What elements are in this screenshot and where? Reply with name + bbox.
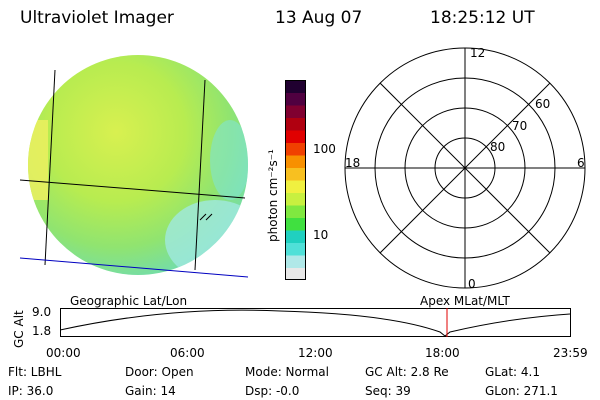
colorbar-segment bbox=[286, 267, 306, 280]
nightside-patch bbox=[165, 200, 248, 275]
dayside-limb-glow bbox=[28, 120, 48, 200]
longitude-line-west bbox=[44, 69, 56, 266]
mlat-label-80: 80 bbox=[490, 140, 506, 154]
altitude-ymax: 9.0 bbox=[32, 305, 52, 319]
polar-plot bbox=[344, 47, 586, 289]
colorbar-segment bbox=[286, 205, 306, 218]
polar-diagonal-2 bbox=[379, 82, 551, 254]
info-glat: GLat: 4.1 bbox=[485, 365, 540, 379]
colorbar-tick-10: 10 bbox=[313, 228, 329, 242]
altitude-curve bbox=[60, 309, 571, 337]
info-dsp: Dsp: -0.0 bbox=[245, 384, 300, 398]
mlt-label-0: 0 bbox=[468, 277, 476, 291]
altitude-ylabel: GC Alt bbox=[12, 310, 26, 348]
colorbar-segment bbox=[286, 142, 306, 156]
colorbar-segment bbox=[286, 130, 306, 143]
colorbar-segment bbox=[286, 105, 306, 118]
info-filter: Flt: LBHL bbox=[8, 365, 62, 379]
colorbar-segment bbox=[286, 242, 306, 256]
colorbar-label: photon cm⁻²s⁻¹ bbox=[266, 149, 280, 242]
info-seq: Seq: 39 bbox=[365, 384, 411, 398]
limb-patch bbox=[210, 120, 248, 200]
terminator-line bbox=[19, 257, 249, 278]
image-time: 18:25:12 UT bbox=[430, 8, 535, 28]
longitude-line-east bbox=[194, 79, 206, 271]
image-date: 13 Aug 07 bbox=[275, 8, 363, 28]
mlt-label-6: 6 bbox=[577, 156, 585, 170]
xtick-1800: 18:00 bbox=[425, 346, 460, 360]
apex-label: Apex MLat/MLT bbox=[420, 294, 510, 308]
colorbar-frame bbox=[285, 80, 306, 280]
colorbar-segment bbox=[286, 80, 306, 93]
altitude-chart bbox=[60, 308, 571, 337]
colorbar bbox=[285, 80, 306, 280]
geographic-label: Geographic Lat/Lon bbox=[70, 294, 188, 308]
altitude-chart-frame bbox=[60, 308, 571, 337]
info-mode: Mode: Normal bbox=[245, 365, 329, 379]
mlat-label-60: 60 bbox=[535, 97, 551, 111]
colorbar-segment bbox=[286, 167, 306, 181]
colorbar-segment bbox=[286, 117, 306, 131]
xtick-2359: 23:59 bbox=[553, 346, 588, 360]
uv-earth-image bbox=[19, 55, 249, 278]
colorbar-segment bbox=[286, 217, 306, 231]
info-door: Door: Open bbox=[125, 365, 194, 379]
altitude-ymin: 1.8 bbox=[32, 324, 52, 338]
latitude-line bbox=[19, 179, 246, 199]
colorbar-segment bbox=[286, 180, 306, 193]
mlat-label-70: 70 bbox=[512, 119, 528, 133]
info-glon: GLon: 271.1 bbox=[485, 384, 558, 398]
info-gain: Gain: 14 bbox=[125, 384, 176, 398]
colorbar-segment bbox=[286, 230, 306, 243]
colorbar-tick-100: 100 bbox=[313, 142, 336, 156]
xtick-1200: 12:00 bbox=[298, 346, 333, 360]
info-gc-alt: GC Alt: 2.8 Re bbox=[365, 365, 449, 379]
info-ip: IP: 36.0 bbox=[8, 384, 54, 398]
mlt-label-12: 12 bbox=[470, 46, 486, 60]
coast-mark bbox=[199, 213, 213, 221]
colorbar-segment bbox=[286, 155, 306, 168]
xtick-0000: 00:00 bbox=[46, 346, 81, 360]
mlt-label-18: 18 bbox=[345, 156, 361, 170]
colorbar-segment bbox=[286, 192, 306, 206]
colorbar-segment bbox=[286, 255, 306, 268]
xtick-0600: 06:00 bbox=[170, 346, 205, 360]
colorbar-segment bbox=[286, 92, 306, 106]
app-title: Ultraviolet Imager bbox=[20, 8, 174, 28]
